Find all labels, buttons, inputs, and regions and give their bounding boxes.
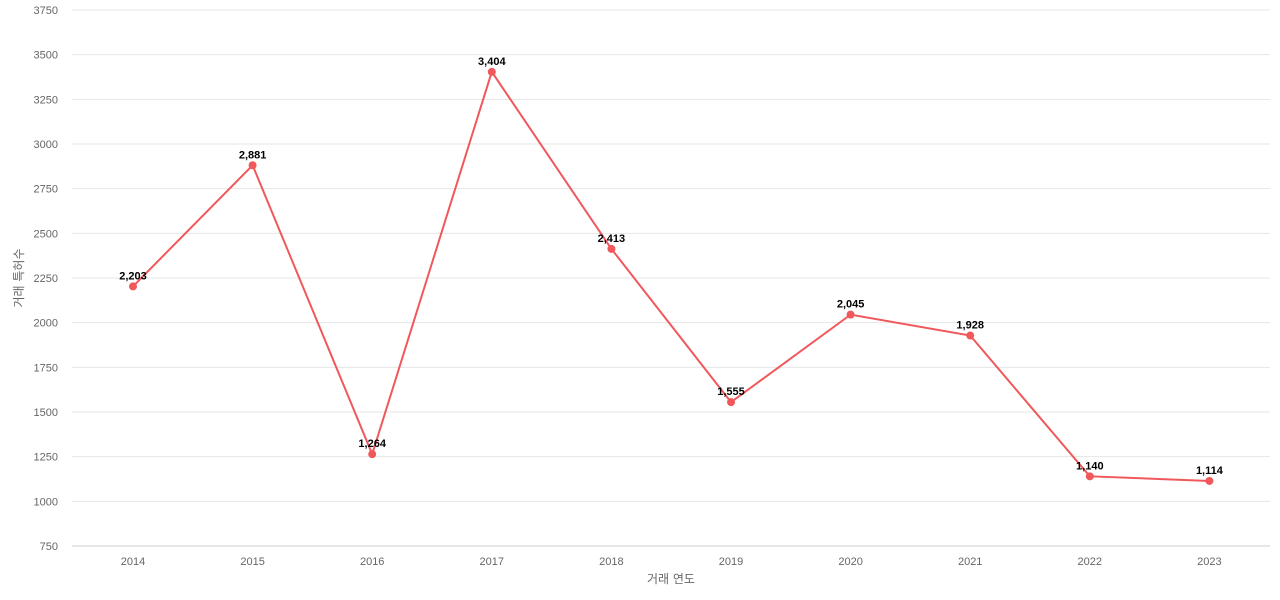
series-line	[132, 69, 1210, 482]
data-label: 2,203	[119, 270, 147, 282]
y-axis-title: 거래 특허수	[12, 248, 26, 307]
y-tick-label: 750	[40, 541, 58, 553]
x-axis-ticks: 2014 2015 2016 2017 2018 2019 2020 2021 2022 2023	[121, 556, 1222, 568]
data-label: 3,404	[478, 56, 506, 68]
x-tick-label: 2019	[719, 556, 743, 568]
data-point	[1205, 476, 1214, 485]
x-tick-label: 2021	[958, 556, 982, 568]
y-tick-label: 3000	[34, 139, 58, 151]
y-tick-label: 2000	[34, 318, 58, 330]
data-label: 2,413	[598, 233, 626, 245]
data-labels: 2,203 2,881 1,264 3,404 2,413 1,555 2,045 1,928…	[119, 56, 1224, 477]
x-tick-label: 2022	[1078, 556, 1102, 568]
data-point	[248, 161, 257, 170]
data-point	[966, 331, 975, 340]
x-tick-label: 2018	[599, 556, 623, 568]
y-tick-label: 3750	[34, 5, 58, 17]
x-tick-label: 2015	[240, 556, 264, 568]
data-point	[487, 67, 496, 76]
data-label: 1,140	[1076, 460, 1104, 472]
data-label: 1,264	[358, 438, 386, 450]
data-point	[846, 310, 855, 319]
data-point	[368, 450, 377, 459]
data-point	[129, 282, 137, 291]
y-tick-label: 1000	[34, 496, 58, 508]
x-axis-title: 거래 연도	[647, 572, 695, 586]
x-tick-label: 2014	[121, 556, 145, 568]
data-point	[607, 244, 616, 253]
data-point	[1085, 472, 1094, 481]
data-label: 1,555	[717, 386, 745, 398]
x-tick-label: 2016	[360, 556, 384, 568]
data-label: 1,114	[1196, 465, 1224, 477]
x-tick-label: 2020	[838, 556, 862, 568]
y-tick-label: 2500	[34, 228, 58, 240]
series-layer	[129, 67, 1214, 485]
data-label: 2,881	[239, 149, 267, 161]
y-tick-label: 3250	[34, 94, 58, 106]
y-tick-label: 1500	[34, 407, 58, 419]
y-tick-label: 2250	[34, 273, 58, 285]
x-tick-label: 2023	[1197, 556, 1221, 568]
y-tick-label: 1750	[34, 362, 58, 374]
x-tick-label: 2017	[480, 556, 504, 568]
y-tick-label: 1250	[34, 452, 58, 464]
data-label: 1,928	[956, 320, 984, 332]
data-point	[727, 398, 735, 407]
gridlines	[72, 9, 1270, 502]
data-label: 2,045	[837, 299, 865, 311]
y-tick-label: 2750	[34, 184, 58, 196]
y-axis-ticks: 750 1000 1250 1500 1750 2000 2250 2500 2750 3000 3…	[34, 5, 58, 553]
y-tick-label: 3500	[34, 50, 58, 62]
